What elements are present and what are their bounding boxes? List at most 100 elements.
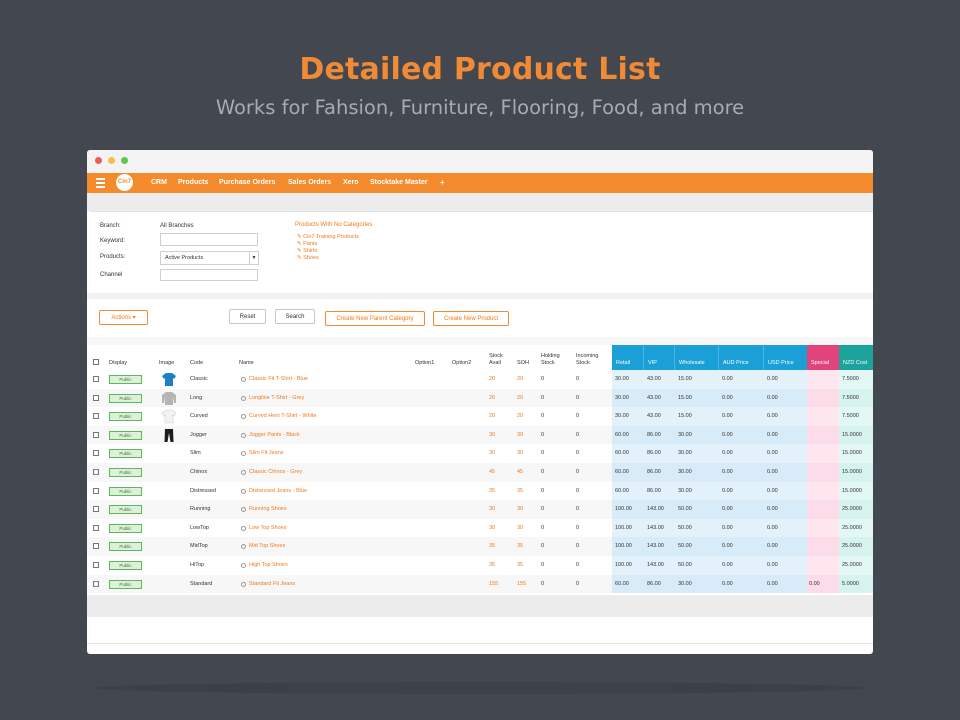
table-row[interactable]: Public Classic Classic Fit T-Shirt - Blue 2… bbox=[87, 370, 873, 389]
soh-value[interactable]: 30 bbox=[517, 450, 524, 457]
hamburger-menu-icon[interactable] bbox=[96, 178, 105, 188]
soh-value[interactable]: 35 bbox=[517, 562, 524, 568]
row-checkbox[interactable] bbox=[93, 413, 99, 420]
row-checkbox[interactable] bbox=[93, 524, 99, 531]
close-window-dot[interactable] bbox=[95, 157, 102, 164]
wholesale-price[interactable]: 15.00 bbox=[678, 394, 692, 401]
stock-avail-value[interactable]: 20 bbox=[489, 394, 496, 401]
usd-price[interactable]: 0.00 bbox=[767, 450, 778, 457]
row-checkbox[interactable] bbox=[93, 562, 99, 568]
product-name-link[interactable]: Classic Fit T-Shirt - Blue bbox=[249, 376, 308, 382]
maximize-window-dot[interactable] bbox=[121, 157, 128, 164]
expand-icon[interactable] bbox=[241, 488, 246, 494]
product-name-link[interactable]: Curved Hem T-Shirt - White bbox=[249, 413, 317, 420]
keyword-input[interactable] bbox=[160, 233, 258, 246]
aud-price[interactable]: 0.00 bbox=[722, 394, 733, 401]
soh-value[interactable]: 20 bbox=[517, 394, 524, 401]
category-link[interactable]: ✎ Shoes bbox=[297, 255, 319, 261]
retail-price[interactable]: 30.00 bbox=[615, 394, 629, 401]
table-row[interactable]: Public Jogger Jogger Pants - Black 30 30 0 0 60… bbox=[87, 425, 873, 445]
status-badge[interactable]: Public bbox=[109, 412, 142, 422]
category-link[interactable]: ✎ Shirts bbox=[297, 248, 318, 254]
nzd-cost-value[interactable]: 15.0000 bbox=[842, 431, 862, 438]
stock-avail-value[interactable]: 45 bbox=[489, 469, 496, 475]
stock-avail-value[interactable]: 20 bbox=[489, 413, 496, 420]
vip-price[interactable]: 86.00 bbox=[647, 431, 661, 438]
expand-icon[interactable] bbox=[241, 470, 246, 475]
row-checkbox[interactable] bbox=[93, 487, 99, 494]
retail-price[interactable]: 60.00 bbox=[615, 469, 629, 475]
create-product-button[interactable]: Create New Product bbox=[433, 311, 509, 326]
nzd-cost-value[interactable]: 25.0000 bbox=[842, 524, 862, 531]
nzd-cost-value[interactable]: 7.5000 bbox=[842, 394, 859, 401]
row-checkbox[interactable] bbox=[93, 506, 99, 513]
header-special[interactable]: Special bbox=[807, 345, 839, 370]
aud-price[interactable]: 0.00 bbox=[722, 431, 733, 438]
nav-item-stocktake-master[interactable]: Stocktake Master bbox=[370, 179, 428, 186]
status-badge[interactable]: Public bbox=[109, 375, 142, 384]
header-stock-avail[interactable]: Stock Avail bbox=[489, 353, 503, 366]
nav-item-products[interactable]: Products bbox=[178, 179, 209, 186]
row-checkbox[interactable] bbox=[93, 543, 99, 550]
nzd-cost-value[interactable]: 25.0000 bbox=[842, 543, 862, 550]
reset-button[interactable]: Reset bbox=[229, 309, 266, 324]
product-thumbnail[interactable] bbox=[161, 428, 177, 443]
aud-price[interactable]: 0.00 bbox=[722, 450, 733, 457]
soh-value[interactable]: 30 bbox=[517, 431, 524, 438]
stock-avail-value[interactable]: 30 bbox=[489, 524, 496, 531]
product-name-link[interactable]: Longline T-Shirt - Grey bbox=[249, 394, 305, 401]
aud-price[interactable]: 0.00 bbox=[722, 413, 733, 420]
stock-avail-value[interactable]: 30 bbox=[489, 506, 496, 513]
product-thumbnail[interactable] bbox=[161, 372, 177, 387]
product-name-link[interactable]: Jogger Pants - Black bbox=[249, 431, 300, 438]
header-name[interactable]: Name bbox=[239, 360, 254, 366]
header-vip[interactable]: VIP bbox=[643, 345, 674, 370]
vip-price[interactable]: 43.00 bbox=[647, 376, 661, 382]
header-holding-stock[interactable]: Holding Stock bbox=[541, 353, 560, 366]
table-row[interactable]: Public HiTop High Top Shoes 35 35 0 0 100.00 143… bbox=[87, 556, 873, 575]
usd-price[interactable]: 0.00 bbox=[767, 394, 778, 401]
retail-price[interactable]: 100.00 bbox=[615, 543, 632, 550]
wholesale-price[interactable]: 30.00 bbox=[678, 431, 692, 438]
stock-avail-value[interactable]: 35 bbox=[489, 562, 496, 568]
nav-item-purchase-orders[interactable]: Purchase Orders bbox=[219, 179, 276, 186]
status-badge[interactable]: Public bbox=[109, 468, 142, 477]
header-code[interactable]: Code bbox=[190, 360, 204, 366]
header-option1[interactable]: Option1 bbox=[415, 360, 435, 366]
product-name-link[interactable]: Mid Top Shoes bbox=[249, 543, 286, 550]
usd-price[interactable]: 0.00 bbox=[767, 580, 778, 587]
nzd-cost-value[interactable]: 15.0000 bbox=[842, 450, 862, 457]
nzd-cost-value[interactable]: 25.0000 bbox=[842, 506, 862, 513]
nzd-cost-value[interactable]: 7.5000 bbox=[842, 413, 859, 420]
soh-value[interactable]: 20 bbox=[517, 413, 524, 420]
header-aud-price[interactable]: AUD Price bbox=[718, 345, 763, 370]
expand-icon[interactable] bbox=[241, 507, 246, 513]
create-parent-category-button[interactable]: Create New Parent Category bbox=[325, 311, 425, 326]
soh-value[interactable]: 30 bbox=[517, 506, 524, 513]
categories-title[interactable]: Products With No Categories bbox=[295, 222, 373, 228]
expand-icon[interactable] bbox=[241, 525, 246, 531]
stock-avail-value[interactable]: 20 bbox=[489, 376, 496, 382]
table-row[interactable]: Public Long Longline T-Shirt - Grey 20 20 0 0 3… bbox=[87, 388, 873, 408]
retail-price[interactable]: 100.00 bbox=[615, 506, 632, 513]
table-row[interactable]: Public Running Running Shoes 30 30 0 0 100.00 14… bbox=[87, 500, 873, 519]
status-badge[interactable]: Public bbox=[109, 393, 142, 403]
product-name-link[interactable]: High Top Shoes bbox=[249, 562, 288, 568]
wholesale-price[interactable]: 30.00 bbox=[678, 450, 692, 457]
header-option2[interactable]: Option2 bbox=[452, 360, 472, 366]
usd-price[interactable]: 0.00 bbox=[767, 469, 778, 475]
vip-price[interactable]: 43.00 bbox=[647, 394, 661, 401]
special-price[interactable]: 0.00 bbox=[809, 580, 820, 587]
row-checkbox[interactable] bbox=[93, 431, 99, 438]
soh-value[interactable]: 155 bbox=[517, 580, 527, 587]
retail-price[interactable]: 30.00 bbox=[615, 376, 629, 382]
nav-item-crm[interactable]: CRM bbox=[151, 179, 167, 186]
expand-icon[interactable] bbox=[241, 414, 246, 420]
aud-price[interactable]: 0.00 bbox=[722, 543, 733, 550]
usd-price[interactable]: 0.00 bbox=[767, 543, 778, 550]
product-name-link[interactable]: Slim Fit Jeans bbox=[249, 450, 284, 457]
product-name-link[interactable]: Running Shoes bbox=[249, 506, 287, 513]
usd-price[interactable]: 0.00 bbox=[767, 562, 778, 568]
usd-price[interactable]: 0.00 bbox=[767, 487, 778, 494]
stock-avail-value[interactable]: 35 bbox=[489, 487, 496, 494]
